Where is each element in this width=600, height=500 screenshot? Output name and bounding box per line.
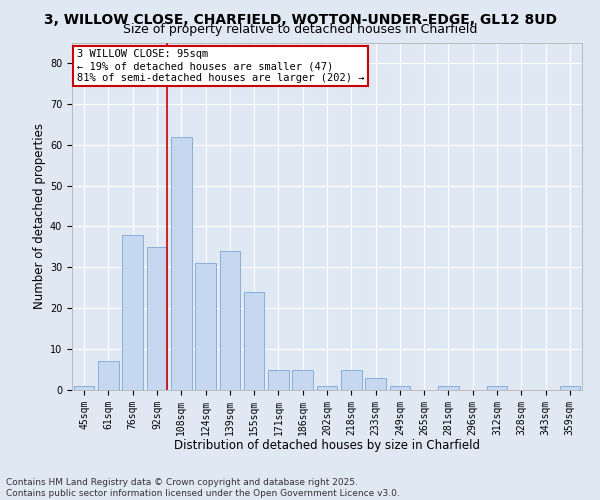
X-axis label: Distribution of detached houses by size in Charfield: Distribution of detached houses by size …: [174, 439, 480, 452]
Text: 3, WILLOW CLOSE, CHARFIELD, WOTTON-UNDER-EDGE, GL12 8UD: 3, WILLOW CLOSE, CHARFIELD, WOTTON-UNDER…: [44, 12, 557, 26]
Bar: [171, 136, 191, 390]
Text: 3 WILLOW CLOSE: 95sqm
← 19% of detached houses are smaller (47)
81% of semi-deta: 3 WILLOW CLOSE: 95sqm ← 19% of detached …: [77, 50, 365, 82]
Bar: [317, 386, 337, 390]
Y-axis label: Number of detached properties: Number of detached properties: [33, 123, 46, 309]
Text: Contains HM Land Registry data © Crown copyright and database right 2025.
Contai: Contains HM Land Registry data © Crown c…: [6, 478, 400, 498]
Bar: [365, 378, 386, 390]
Bar: [389, 386, 410, 390]
Text: Size of property relative to detached houses in Charfield: Size of property relative to detached ho…: [123, 22, 477, 36]
Bar: [146, 247, 167, 390]
Bar: [244, 292, 265, 390]
Bar: [122, 234, 143, 390]
Bar: [195, 264, 216, 390]
Bar: [268, 370, 289, 390]
Bar: [98, 362, 119, 390]
Bar: [487, 386, 508, 390]
Bar: [438, 386, 459, 390]
Bar: [341, 370, 362, 390]
Bar: [220, 251, 240, 390]
Bar: [560, 386, 580, 390]
Bar: [74, 386, 94, 390]
Bar: [292, 370, 313, 390]
